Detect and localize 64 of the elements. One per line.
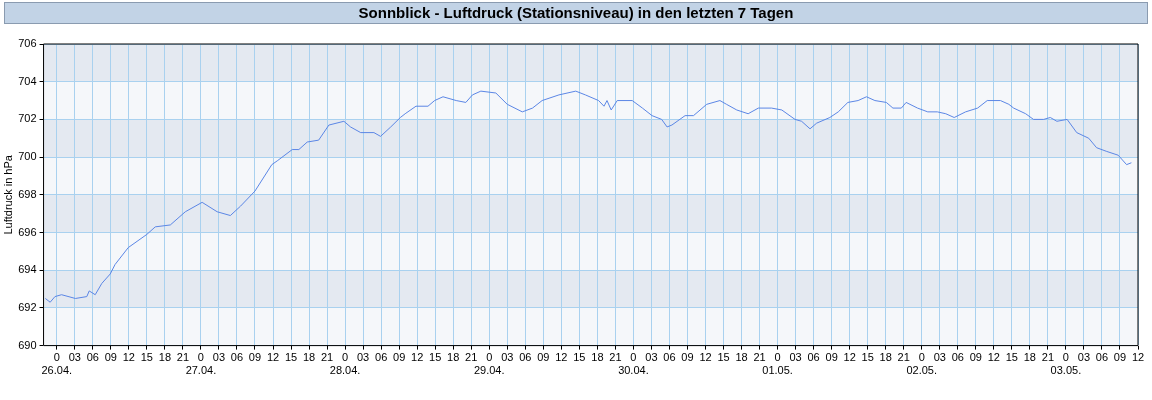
x-tick-label: 18 bbox=[591, 351, 604, 364]
x-tick-label: 15 bbox=[140, 351, 153, 364]
x-tick-label: 06 bbox=[807, 351, 820, 364]
x-tick-label: 18 bbox=[158, 351, 172, 364]
y-tick-label: 698 bbox=[18, 187, 37, 200]
x-tick-label: 15 bbox=[861, 351, 874, 364]
y-tick-label: 700 bbox=[18, 150, 37, 163]
x-tick-label: 09 bbox=[1113, 351, 1127, 364]
x-tick-label: 21 bbox=[897, 351, 910, 364]
x-tick-label: 12 bbox=[411, 351, 424, 364]
x-tick-label: 03 bbox=[212, 351, 226, 364]
x-tick-label: 06 bbox=[375, 351, 388, 364]
x-tick-label: 03 bbox=[501, 351, 514, 364]
x-tick-label: 15 bbox=[1005, 351, 1018, 364]
x-tick-label: 21 bbox=[609, 351, 622, 364]
x-tick-label: 03 bbox=[1077, 351, 1091, 364]
y-tick-label: 692 bbox=[18, 300, 37, 313]
y-tick-label: 696 bbox=[18, 225, 37, 238]
x-tick-label: 12 bbox=[1131, 351, 1145, 364]
x-tick-label: 15 bbox=[573, 351, 586, 364]
x-tick-label: 09 bbox=[248, 351, 262, 364]
x-tick-label: 12 bbox=[122, 351, 135, 364]
y-tick-label: 704 bbox=[18, 74, 37, 87]
x-tick-label: 09 bbox=[104, 351, 117, 364]
y-tick-label: 690 bbox=[18, 338, 37, 351]
x-tick-label: 12 bbox=[555, 351, 568, 364]
x-tick-label: 12 bbox=[266, 351, 280, 364]
chart-title: Sonnblick - Luftdruck (Stationsniveau) in den letzten 7 Tagen bbox=[4, 2, 1148, 24]
x-tick-label: 09 bbox=[681, 351, 694, 364]
x-tick-label: 21 bbox=[320, 351, 334, 364]
x-tick-label: 09 bbox=[393, 351, 406, 364]
x-tick-label: 18 bbox=[735, 351, 748, 364]
x-tick-label: 06 bbox=[230, 351, 244, 364]
x-tick-label: 06 bbox=[951, 351, 964, 364]
x-tick-label: 21 bbox=[465, 351, 478, 364]
y-tick-label: 706 bbox=[18, 37, 37, 50]
x-tick-label: 06 bbox=[1095, 351, 1109, 364]
x-tick-label: 03 bbox=[645, 351, 658, 364]
x-tick-label: 18 bbox=[302, 351, 316, 364]
x-tick-label: 03 bbox=[789, 351, 802, 364]
y-tick-label: 702 bbox=[18, 112, 37, 125]
x-tick-label: 09 bbox=[969, 351, 982, 364]
x-tick-label: 12 bbox=[843, 351, 856, 364]
x-tick-label: 15 bbox=[717, 351, 730, 364]
x-tick-label: 21 bbox=[753, 351, 766, 364]
x-tick-label: 03 bbox=[356, 351, 370, 364]
x-tick-label: 15 bbox=[429, 351, 442, 364]
x-tick-label: 09 bbox=[537, 351, 550, 364]
x-tick-label: 12 bbox=[987, 351, 1000, 364]
x-tick-label: 18 bbox=[1023, 351, 1036, 364]
x-tick-label: 21 bbox=[1041, 351, 1055, 364]
x-tick-label: 06 bbox=[86, 351, 99, 364]
x-tick-label: 06 bbox=[519, 351, 532, 364]
x-tick-label: 18 bbox=[879, 351, 892, 364]
x-tick-label: 03 bbox=[68, 351, 81, 364]
x-tick-label: 12 bbox=[699, 351, 712, 364]
y-tick-label: 694 bbox=[18, 263, 37, 276]
y-axis-title: Luftdruck in hPa bbox=[1, 154, 14, 235]
x-tick-label: 03 bbox=[933, 351, 946, 364]
x-tick-label: 18 bbox=[447, 351, 460, 364]
x-tick-label: 06 bbox=[663, 351, 676, 364]
x-tick-label: 09 bbox=[825, 351, 838, 364]
x-tick-label: 21 bbox=[176, 351, 190, 364]
x-tick-label: 15 bbox=[284, 351, 298, 364]
